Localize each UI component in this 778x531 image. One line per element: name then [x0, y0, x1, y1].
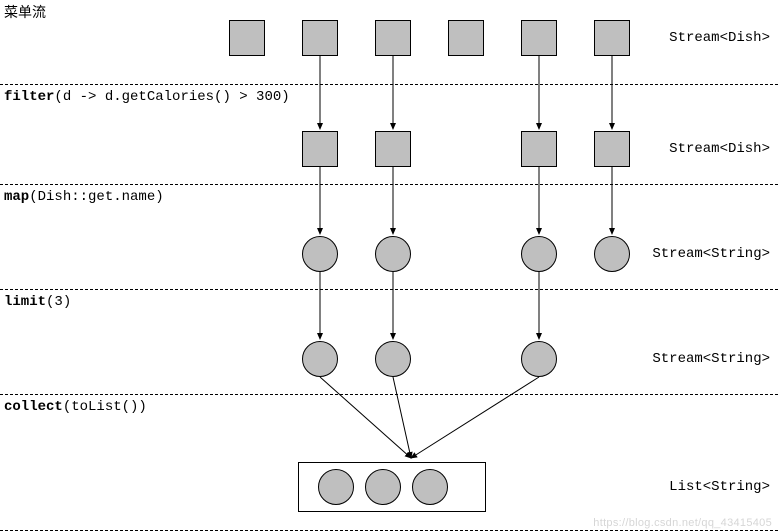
type-label-map: Stream<String> [652, 246, 770, 262]
op-label-bold: map [4, 189, 29, 205]
type-label-source: Stream<Dish> [669, 30, 770, 46]
op-label-limit: limit(3) [4, 294, 71, 310]
square-node [375, 131, 411, 167]
result-circle [412, 469, 448, 505]
op-label-args: (toList()) [63, 399, 147, 415]
circle-node [521, 341, 557, 377]
op-label-args: (Dish::get.name) [29, 189, 163, 205]
square-node [229, 20, 265, 56]
square-node [302, 20, 338, 56]
square-node [521, 131, 557, 167]
square-node [594, 131, 630, 167]
circle-node [302, 341, 338, 377]
watermark-text: https://blog.csdn.net/qq_43415405 [593, 517, 772, 529]
result-circle [318, 469, 354, 505]
square-node [302, 131, 338, 167]
op-label-bold: filter [4, 89, 54, 105]
op-label-args: (3) [46, 294, 71, 310]
circle-node [375, 341, 411, 377]
op-label-bold: limit [4, 294, 46, 310]
circle-node [521, 236, 557, 272]
type-label-filter: Stream<Dish> [669, 141, 770, 157]
op-label-filter: filter(d -> d.getCalories() > 300) [4, 89, 290, 105]
circle-node [375, 236, 411, 272]
circle-node [594, 236, 630, 272]
square-node [521, 20, 557, 56]
op-label-collect: collect(toList()) [4, 399, 147, 415]
square-node [448, 20, 484, 56]
diagram-title: 菜单流 [4, 2, 46, 22]
type-label-limit: Stream<String> [652, 351, 770, 367]
result-circle [365, 469, 401, 505]
op-label-args: (d -> d.getCalories() > 300) [54, 89, 289, 105]
op-label-map: map(Dish::get.name) [4, 189, 164, 205]
type-label-collect: List<String> [669, 479, 770, 495]
circle-node [302, 236, 338, 272]
op-label-bold: collect [4, 399, 63, 415]
square-node [375, 20, 411, 56]
square-node [594, 20, 630, 56]
